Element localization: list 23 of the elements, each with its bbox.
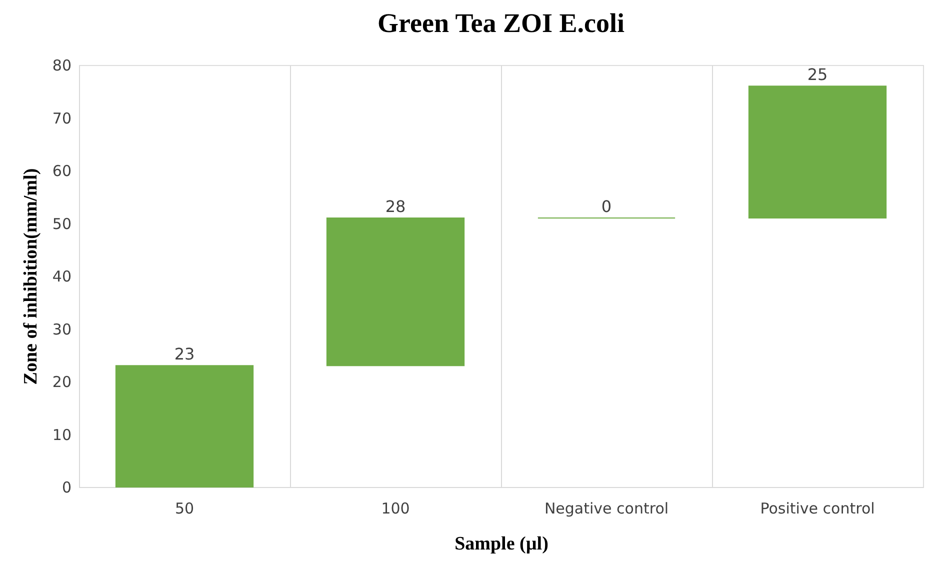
y-tick-label: 0 bbox=[62, 478, 72, 496]
y-tick-label: 80 bbox=[52, 56, 72, 74]
data-label: 23 bbox=[174, 344, 195, 364]
y-axis-title: Zone of inhibition(mm/ml) bbox=[20, 168, 42, 385]
data-label: 0 bbox=[601, 196, 612, 216]
y-tick-label: 20 bbox=[52, 373, 72, 391]
y-tick-label: 40 bbox=[52, 268, 72, 286]
chart-title: Green Tea ZOI E.coli bbox=[377, 8, 626, 38]
bar bbox=[326, 217, 465, 366]
y-tick-label: 50 bbox=[52, 214, 72, 233]
bar bbox=[748, 86, 887, 218]
x-tick-label: 100 bbox=[381, 500, 410, 518]
data-label: 25 bbox=[807, 65, 828, 84]
bar bbox=[115, 365, 254, 488]
x-tick-label: Positive control bbox=[760, 500, 875, 518]
y-tick-label: 60 bbox=[52, 162, 72, 180]
x-tick-label: 50 bbox=[174, 500, 194, 518]
x-tick-label: Negative control bbox=[544, 500, 669, 518]
x-axis-title: Sample (µl) bbox=[454, 534, 548, 554]
data-label: 28 bbox=[385, 196, 406, 216]
y-tick-label: 70 bbox=[52, 109, 72, 128]
y-tick-label: 10 bbox=[52, 426, 72, 444]
y-tick-label: 30 bbox=[52, 320, 72, 338]
